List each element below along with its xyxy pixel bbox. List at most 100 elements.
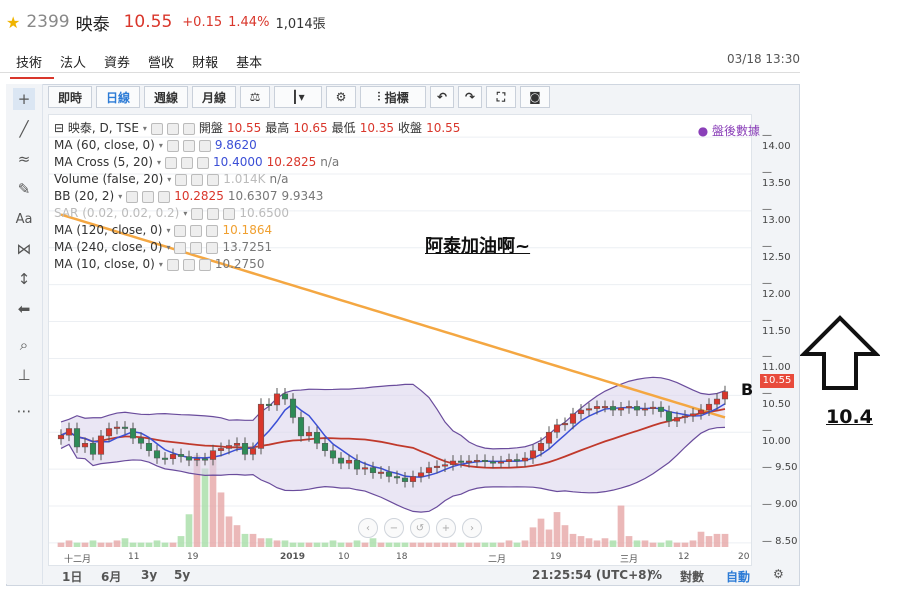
compare-icon[interactable]: ⚖: [240, 86, 270, 108]
chevron-left-icon[interactable]: ‹: [358, 518, 378, 538]
star-icon[interactable]: ★: [6, 12, 21, 32]
candle-body: [409, 476, 417, 482]
candle-body: [81, 443, 89, 448]
camera-icon[interactable]: ◙: [520, 86, 550, 108]
log-toggle[interactable]: 對數: [680, 570, 705, 584]
tab-institutional[interactable]: 法人: [60, 56, 87, 71]
fib-icon[interactable]: ≈: [17, 150, 31, 168]
settings-icon[interactable]: ⚙: [326, 86, 356, 108]
brush-icon[interactable]: ✎: [17, 180, 31, 198]
indicator-control-icon[interactable]: [174, 224, 187, 237]
indicator-row[interactable]: MA Cross (5, 20) ▾ 10.4000 10.2825 n/a: [54, 154, 460, 171]
indicator-control-icon[interactable]: [182, 139, 195, 152]
percent-toggle[interactable]: %: [650, 568, 663, 582]
tab-financials[interactable]: 財報: [192, 56, 219, 71]
plus-icon[interactable]: +: [436, 518, 456, 538]
indicator-row[interactable]: MA (120, close, 0) ▾ 10.1864: [54, 222, 460, 239]
indicator-control-icon[interactable]: [166, 139, 179, 152]
volume-bar: [641, 540, 649, 547]
chevron-down-icon[interactable]: ▾: [158, 141, 163, 150]
indicator-control-icon[interactable]: [190, 241, 203, 254]
volume-bar: [697, 531, 705, 547]
price-change: +0.15: [182, 14, 223, 30]
indicator-control-icon[interactable]: [150, 122, 163, 135]
plot-area[interactable]: [48, 114, 752, 566]
indicator-row[interactable]: SAR (0.02, 0.02, 0.2) ▾ 10.6500: [54, 205, 460, 222]
indicator-control-icon[interactable]: [197, 156, 209, 169]
chevron-right-icon[interactable]: ›: [462, 518, 482, 538]
indicator-control-icon[interactable]: [207, 207, 220, 220]
indicator-control-icon[interactable]: [191, 207, 204, 220]
candle-body: [385, 471, 393, 477]
chevron-down-icon[interactable]: ▾: [167, 175, 172, 184]
indicator-control-icon[interactable]: [198, 258, 211, 271]
range-3y[interactable]: 3y: [141, 568, 158, 582]
reset-icon[interactable]: ↺: [410, 518, 430, 538]
more-icon[interactable]: ⋯: [16, 402, 32, 420]
indicator-control-icon[interactable]: [190, 224, 203, 237]
indicator-control-icon[interactable]: [175, 173, 188, 186]
indicator-row[interactable]: BB (20, 2) ▾ 10.2825 10.6307 9.9343: [54, 188, 460, 205]
zoom-icon[interactable]: ⌕: [19, 336, 29, 354]
crosshair-icon[interactable]: +: [13, 88, 35, 110]
indicator-value: 1.014K: [223, 172, 266, 186]
candle-body: [449, 460, 457, 465]
chevron-down-icon[interactable]: ▾: [156, 158, 161, 167]
arrow-left-icon[interactable]: ⬅: [17, 300, 31, 318]
indicator-control-icon[interactable]: [206, 241, 219, 254]
tab-margin[interactable]: 資券: [104, 56, 131, 71]
pattern-icon[interactable]: ⋈: [16, 240, 32, 258]
monthly-button[interactable]: 月線: [192, 86, 236, 108]
indicator-control-icon[interactable]: [207, 173, 220, 186]
tab-technical[interactable]: 技術: [10, 50, 55, 79]
chevron-down-icon[interactable]: ▾: [158, 260, 163, 269]
indicator-control-icon[interactable]: [182, 258, 195, 271]
tab-basic[interactable]: 基本: [236, 56, 263, 71]
indicator-control-icon[interactable]: [166, 258, 179, 271]
indicator-row[interactable]: MA (240, close, 0) ▾ 13.7251: [54, 239, 460, 256]
indicator-control-icon[interactable]: [223, 207, 236, 220]
indicator-control-icon[interactable]: [158, 190, 171, 203]
gear-icon[interactable]: ⚙: [773, 567, 784, 581]
text-icon[interactable]: Aa: [15, 211, 33, 227]
chevron-down-icon[interactable]: ▾: [166, 226, 171, 235]
post-market-label[interactable]: ● 盤後數據: [697, 124, 760, 138]
chevron-down-icon[interactable]: ▾: [118, 192, 123, 201]
auto-toggle[interactable]: 自動: [726, 570, 751, 584]
indicator-control-icon[interactable]: [191, 173, 204, 186]
minus-icon[interactable]: −: [384, 518, 404, 538]
measure-icon[interactable]: ↕: [17, 270, 31, 288]
chevron-down-icon[interactable]: ▾: [142, 124, 147, 133]
redo-icon[interactable]: ↷: [458, 86, 482, 108]
indicator-control-icon[interactable]: [166, 122, 179, 135]
range-1d[interactable]: 1日: [62, 570, 83, 584]
candle-body: [609, 406, 617, 411]
indicator-row[interactable]: MA (60, close, 0) ▾ 9.8620: [54, 137, 460, 154]
indicator-control-icon[interactable]: [126, 190, 139, 203]
fullscreen-icon[interactable]: ⛶: [486, 86, 516, 108]
indicator-control-icon[interactable]: [182, 122, 195, 135]
chevron-down-icon[interactable]: ▾: [183, 209, 188, 218]
range-6m[interactable]: 6月: [101, 570, 122, 584]
chevron-down-icon[interactable]: ▾: [166, 243, 171, 252]
indicator-label: MA (120, close, 0): [54, 223, 163, 237]
indicator-control-icon[interactable]: [206, 224, 219, 237]
ruler-icon[interactable]: ⊥: [17, 366, 31, 384]
indicator-control-icon[interactable]: [142, 190, 155, 203]
indicator-control-icon[interactable]: [174, 241, 187, 254]
weekly-button[interactable]: 週線: [144, 86, 188, 108]
indicator-control-icon[interactable]: [165, 156, 177, 169]
trend-line-icon[interactable]: ╱: [19, 120, 29, 138]
range-5y[interactable]: 5y: [174, 568, 191, 582]
indicator-control-icon[interactable]: [181, 156, 193, 169]
indicator-row[interactable]: Volume (false, 20) ▾ 1.014K n/a: [54, 171, 460, 188]
indicator-row[interactable]: MA (10, close, 0) ▾ 10.2750: [54, 256, 460, 273]
daily-button[interactable]: 日線: [96, 86, 140, 108]
indicator-control-icon[interactable]: [198, 139, 211, 152]
candle-type-icon[interactable]: ┃▾: [274, 86, 322, 108]
indicator-row[interactable]: ⊟ 映泰, D, TSE ▾ 開盤 10.55 最高 10.65 最低 10.35 收盤 10.5…: [54, 120, 460, 137]
tab-revenue[interactable]: 營收: [148, 56, 175, 71]
indicators-button[interactable]: ⫶ 指標: [360, 86, 426, 108]
intraday-button[interactable]: 即時: [48, 86, 92, 108]
undo-icon[interactable]: ↶: [430, 86, 454, 108]
